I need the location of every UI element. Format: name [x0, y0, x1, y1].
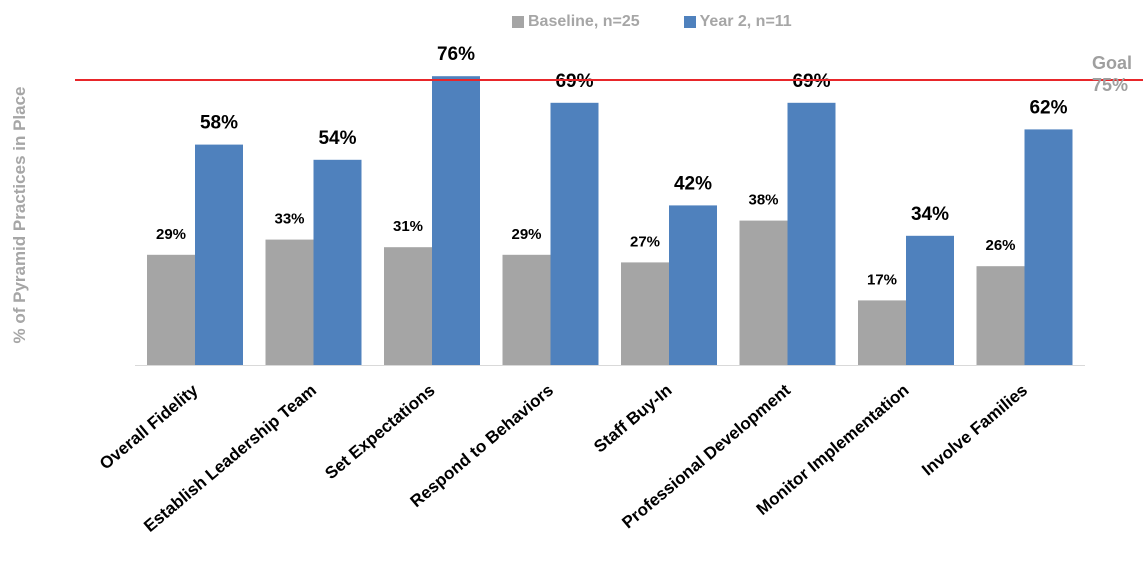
data-label-baseline: 26%	[985, 237, 1015, 254]
legend-item-baseline: Baseline, n=25	[512, 13, 640, 31]
bar-year2	[195, 144, 243, 365]
y-axis-label: % of Pyramid Practices in Place	[10, 86, 29, 344]
legend-item-year2: Year 2, n=11	[683, 13, 792, 31]
category-label: Staff Buy-In	[590, 381, 675, 457]
data-label-year2: 76%	[437, 44, 475, 65]
legend-label-baseline: Baseline, n=25	[528, 13, 640, 30]
goal-title: Goal	[1092, 53, 1133, 73]
goal-label: Goal 75%	[1092, 52, 1132, 96]
bar-baseline	[621, 262, 669, 365]
bar-baseline	[739, 220, 788, 365]
legend-swatch-baseline	[512, 16, 524, 28]
data-label-year2: 69%	[555, 71, 593, 92]
bar-year2	[1024, 129, 1073, 365]
data-label-baseline: 29%	[511, 226, 541, 243]
bar-baseline	[976, 266, 1025, 365]
data-label-year2: 54%	[318, 128, 356, 149]
bar-year2	[550, 102, 599, 366]
bar-year2	[432, 76, 480, 365]
bar-year2	[787, 102, 836, 366]
data-label-baseline: 27%	[630, 233, 660, 250]
bar-year2	[669, 205, 717, 365]
bar-year2	[313, 159, 362, 365]
data-label-year2: 62%	[1029, 97, 1067, 118]
category-label: Involve Families	[918, 381, 1031, 480]
data-label-baseline: 33%	[274, 211, 304, 228]
data-label-year2: 69%	[792, 71, 830, 92]
data-label-year2: 34%	[911, 204, 949, 225]
data-label-year2: 58%	[200, 113, 238, 134]
chart-legend: Baseline, n=25 Year 2, n=11	[512, 13, 836, 31]
goal-value: 75%	[1092, 75, 1129, 95]
data-label-baseline: 31%	[393, 218, 423, 235]
bar-baseline	[858, 300, 906, 365]
bar-baseline	[147, 254, 195, 365]
category-label: Overall Fidelity	[96, 380, 202, 473]
bar-baseline	[265, 239, 314, 365]
category-label: Set Expectations	[321, 381, 438, 484]
bar-baseline	[384, 247, 432, 365]
bar-baseline	[502, 254, 551, 365]
legend-swatch-year2	[683, 16, 696, 28]
data-label-baseline: 17%	[867, 271, 897, 288]
data-label-baseline: 38%	[748, 192, 778, 209]
data-label-baseline: 29%	[156, 226, 186, 243]
legend-label-year2: Year 2, n=11	[699, 13, 792, 30]
data-label-year2: 42%	[674, 173, 712, 194]
bar-year2	[906, 235, 954, 365]
